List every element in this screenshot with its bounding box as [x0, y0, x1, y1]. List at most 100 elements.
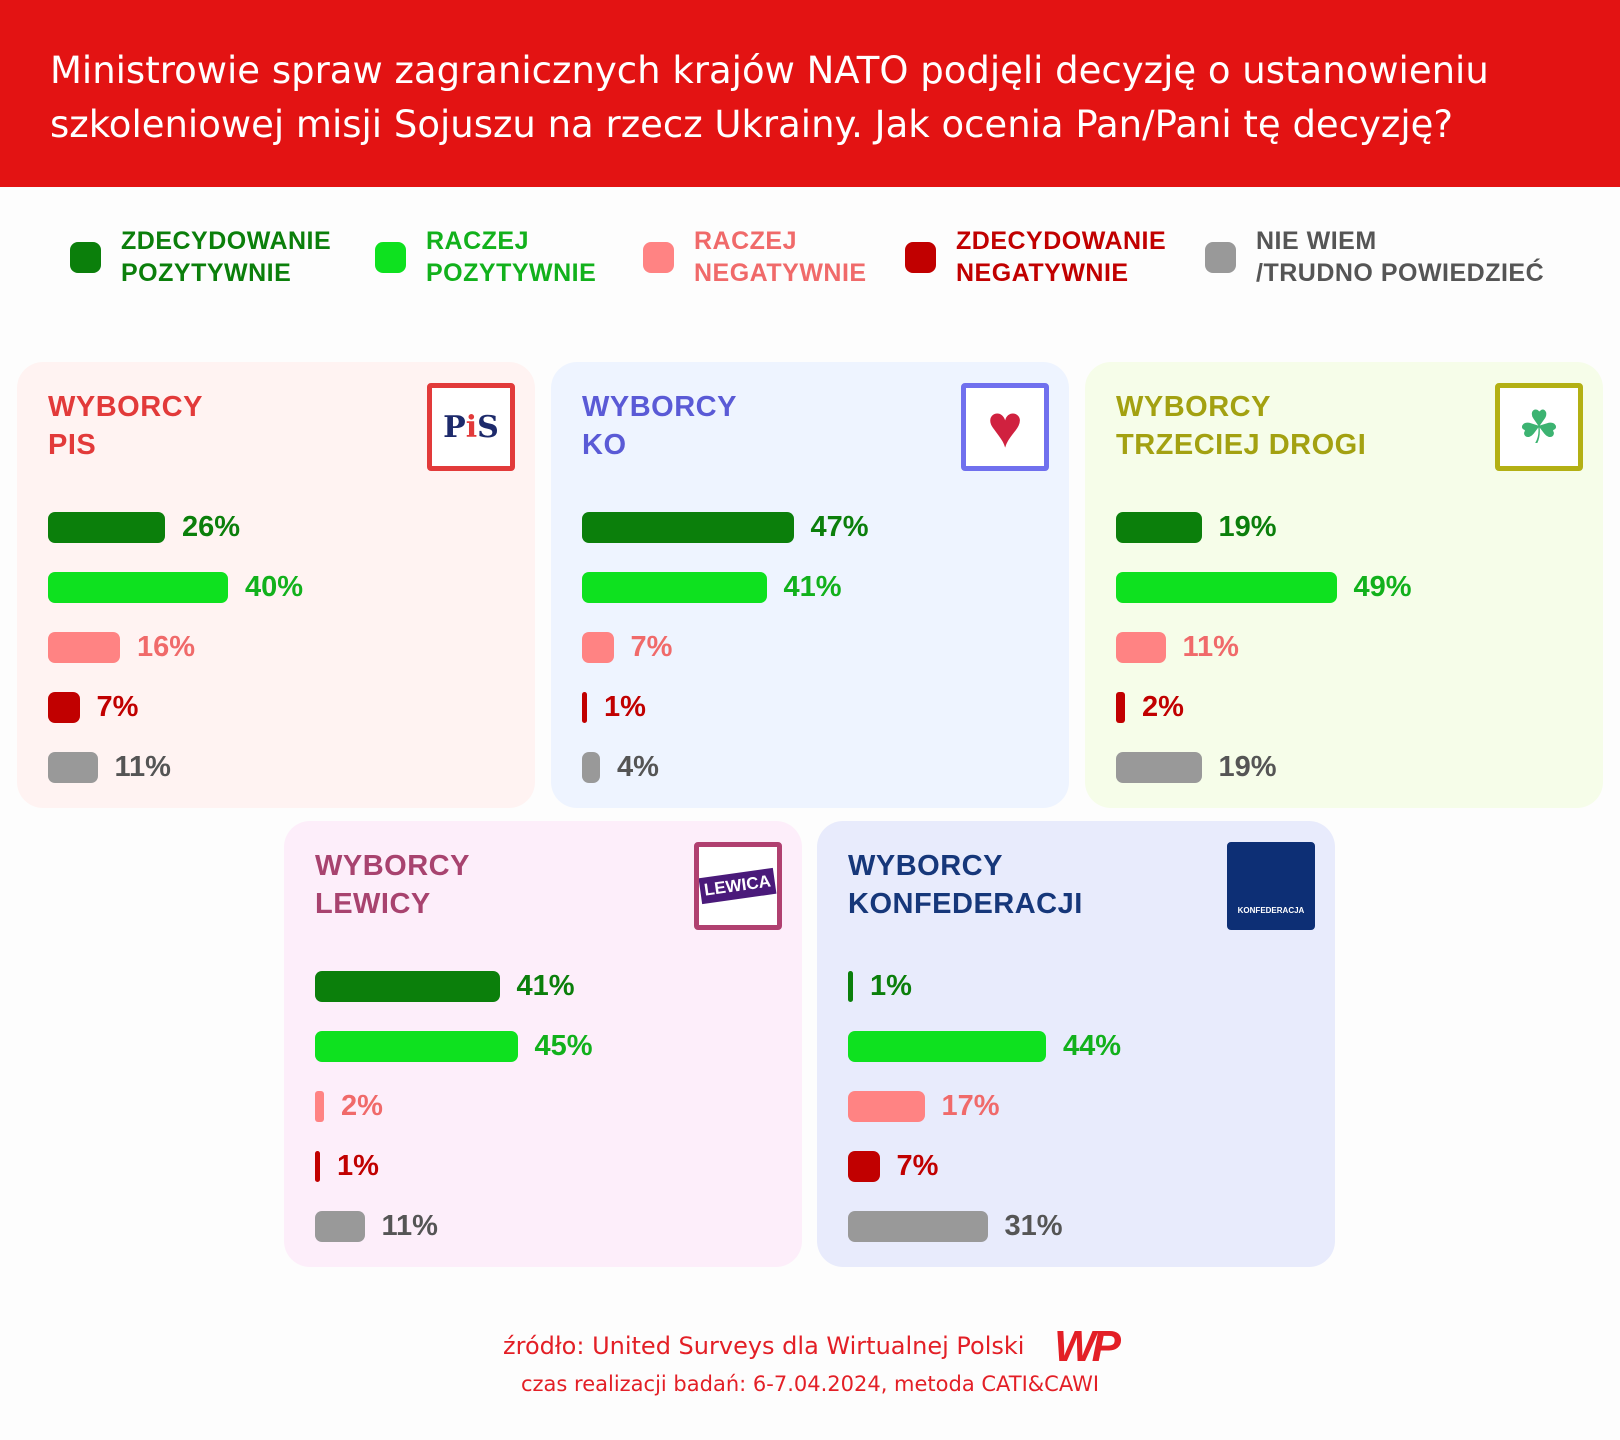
legend-item: ZDECYDOWANIE NEGATYWNIE [905, 225, 1166, 289]
panel-title: WYBORCY PIS [48, 391, 203, 461]
panel-card: WYBORCY KO ♥ 47% 41% 7% 1% 4% [551, 362, 1069, 808]
legend-label: RACZEJ POZYTYWNIE [426, 227, 597, 287]
bar [582, 572, 767, 603]
bar [315, 1091, 324, 1122]
data-label: 17% [941, 1090, 1000, 1122]
legend-item: RACZEJ NEGATYWNIE [643, 225, 867, 289]
method-text: czas realizacji badań: 6-7.04.2024, meto… [520, 1372, 1100, 1396]
data-label: 11% [114, 751, 171, 783]
legend-item: RACZEJ POZYTYWNIE [375, 225, 596, 289]
data-label: 45% [534, 1030, 593, 1062]
bar-row: 2% [1116, 691, 1184, 723]
bar-row: 11% [315, 1210, 438, 1242]
data-label: 1% [604, 691, 646, 723]
bar-row: 1% [848, 970, 912, 1002]
bar [48, 632, 120, 663]
bar [1116, 512, 1202, 543]
bar [48, 512, 165, 543]
data-label: 41% [783, 571, 842, 603]
data-label: 11% [1182, 631, 1239, 663]
pis-logo: PiS [427, 383, 515, 471]
title-line-2: szkoleniowej misji Sojuszu na rzecz Ukra… [50, 103, 1454, 146]
bar [582, 692, 587, 723]
bar-row: 45% [315, 1030, 593, 1062]
legend-swatch [905, 241, 936, 273]
data-label: 2% [341, 1090, 383, 1122]
bar [848, 1151, 880, 1182]
bar [848, 1091, 925, 1122]
panel-card: WYBORCY KONFEDERACJI KONFEDERACJA 1% 44% 17%… [817, 821, 1335, 1267]
bar-row: 11% [1116, 631, 1239, 663]
bar [848, 1211, 988, 1242]
lewica-logo: LEWICA [694, 842, 782, 930]
panel-title: WYBORCY LEWICY [315, 850, 470, 920]
legend-label: ZDECYDOWANIE POZYTYWNIE [121, 227, 332, 287]
bar [48, 752, 98, 783]
bar [848, 971, 853, 1002]
bar-row: 26% [48, 511, 241, 543]
wp-logo: WP [1054, 1322, 1121, 1371]
bar-row: 40% [48, 571, 304, 603]
panel-card: WYBORCY TRZECIEJ DROGI ☘ 19% 49% 11% 2% 19% [1085, 362, 1603, 808]
title-line-1: Ministrowie spraw zagranicznych krajów N… [50, 49, 1489, 92]
bar-row: 1% [582, 691, 646, 723]
legend-label: NIE WIEM /TRUDNO POWIEDZIEĆ [1256, 227, 1545, 287]
data-label: 47% [810, 511, 869, 543]
data-label: 16% [137, 631, 196, 663]
data-label: 7% [96, 691, 139, 723]
header: Ministrowie spraw zagranicznych krajów N… [0, 0, 1620, 187]
bar-row: 19% [1116, 511, 1277, 543]
panel-title: WYBORCY TRZECIEJ DROGI [1116, 391, 1367, 461]
bar-row: 47% [582, 511, 869, 543]
bar [582, 752, 600, 783]
bar-row: 44% [848, 1030, 1121, 1062]
bar-row: 4% [582, 751, 659, 783]
bar-row: 7% [582, 631, 673, 663]
bar [1116, 572, 1337, 603]
bar-row: 16% [48, 631, 196, 663]
legend-item: ZDECYDOWANIE POZYTYWNIE [70, 225, 331, 289]
bar-row: 41% [582, 571, 842, 603]
panel-card: WYBORCY PIS PiS 26% 40% 16% 7% 11% [17, 362, 535, 808]
bar-row: 7% [48, 691, 139, 723]
data-label: 4% [617, 751, 659, 783]
data-label: 7% [630, 631, 673, 663]
trzecia-droga-logo: ☘ [1495, 383, 1583, 471]
data-label: 19% [1218, 751, 1277, 783]
legend-item: NIE WIEM /TRUDNO POWIEDZIEĆ [1205, 225, 1544, 289]
bar [1116, 752, 1202, 783]
bar-row: 49% [1116, 571, 1412, 603]
data-label: 31% [1004, 1210, 1063, 1242]
legend: ZDECYDOWANIE POZYTYWNIE RACZEJ POZYTYWNIE… [0, 225, 1620, 289]
bar [315, 1211, 365, 1242]
data-label: 1% [337, 1150, 379, 1182]
data-label: 41% [516, 970, 575, 1002]
bar [315, 1031, 518, 1062]
legend-swatch [375, 241, 406, 273]
konfederacja-logo: KONFEDERACJA [1227, 842, 1315, 930]
bar [848, 1031, 1046, 1062]
bar-row: 2% [315, 1090, 383, 1122]
bar [48, 572, 228, 603]
data-label: 40% [245, 571, 304, 603]
panel-title: WYBORCY KO [582, 391, 737, 461]
bar [1116, 632, 1166, 663]
data-label: 19% [1218, 511, 1277, 543]
bar [582, 512, 794, 543]
data-label: 49% [1353, 571, 1412, 603]
bar-row: 1% [315, 1150, 379, 1182]
legend-swatch [1205, 241, 1236, 273]
bar-row: 41% [315, 970, 575, 1002]
bar-row: 19% [1116, 751, 1277, 783]
ko-heart-logo: ♥ [961, 383, 1049, 471]
bar [582, 632, 614, 663]
panel-title: WYBORCY KONFEDERACJI [848, 850, 1083, 920]
bar [1116, 692, 1125, 723]
panel-card: WYBORCY LEWICY LEWICA 41% 45% 2% 1% 11% [284, 821, 802, 1267]
data-label: 26% [182, 511, 241, 543]
source-text: źródło: United Surveys dla Wirtualnej Po… [503, 1332, 1025, 1360]
bar [315, 1151, 320, 1182]
legend-swatch [643, 241, 674, 273]
data-label: 1% [870, 970, 912, 1002]
source-line: źródło: United Surveys dla Wirtualnej Po… [0, 1322, 1620, 1372]
